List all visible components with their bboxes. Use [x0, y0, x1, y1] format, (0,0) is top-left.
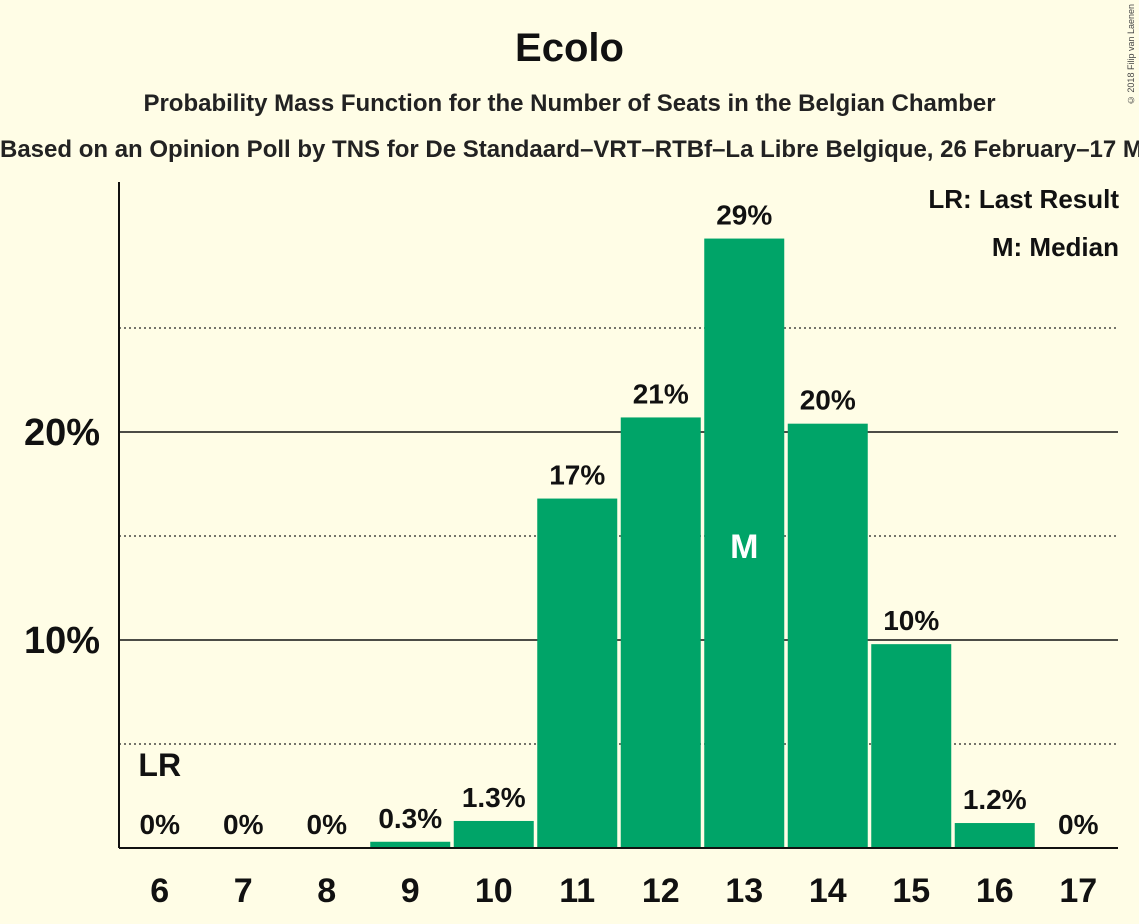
- legend-last-result: LR: Last Result: [928, 184, 1119, 215]
- x-tick-label: 8: [317, 872, 336, 910]
- data-label-14: 20%: [800, 385, 856, 416]
- data-label-6: 0%: [140, 809, 181, 840]
- bar-15: [871, 644, 951, 848]
- bar-14: [788, 424, 868, 848]
- x-tick-label: 9: [401, 872, 420, 910]
- x-tick-label: 11: [559, 872, 595, 910]
- bar-11: [537, 499, 617, 848]
- x-tick-label: 13: [725, 872, 763, 910]
- data-label-15: 10%: [883, 605, 939, 636]
- data-label-13: 29%: [716, 200, 772, 231]
- x-tick-label: 6: [150, 872, 169, 910]
- x-tick-label: 10: [475, 872, 513, 910]
- x-tick-label: 16: [976, 872, 1014, 910]
- legend-median: M: Median: [992, 232, 1119, 263]
- data-label-8: 0%: [307, 809, 348, 840]
- bar-16: [955, 823, 1035, 848]
- data-label-7: 0%: [223, 809, 264, 840]
- data-label-11: 17%: [549, 460, 605, 491]
- last-result-marker: LR: [138, 747, 181, 783]
- data-label-12: 21%: [633, 378, 689, 409]
- data-label-16: 1.2%: [963, 784, 1027, 815]
- data-label-10: 1.3%: [462, 782, 526, 813]
- x-tick-label: 15: [892, 872, 930, 910]
- bar-10: [454, 821, 534, 848]
- y-tick-label: 20%: [24, 412, 100, 454]
- median-marker: M: [730, 528, 758, 566]
- data-label-17: 0%: [1058, 809, 1099, 840]
- y-tick-label: 10%: [24, 620, 100, 662]
- x-tick-label: 12: [642, 872, 680, 910]
- x-tick-label: 7: [234, 872, 253, 910]
- bar-12: [621, 417, 701, 848]
- data-label-9: 0.3%: [378, 803, 442, 834]
- x-tick-label: 17: [1059, 872, 1097, 910]
- x-tick-label: 14: [809, 872, 847, 910]
